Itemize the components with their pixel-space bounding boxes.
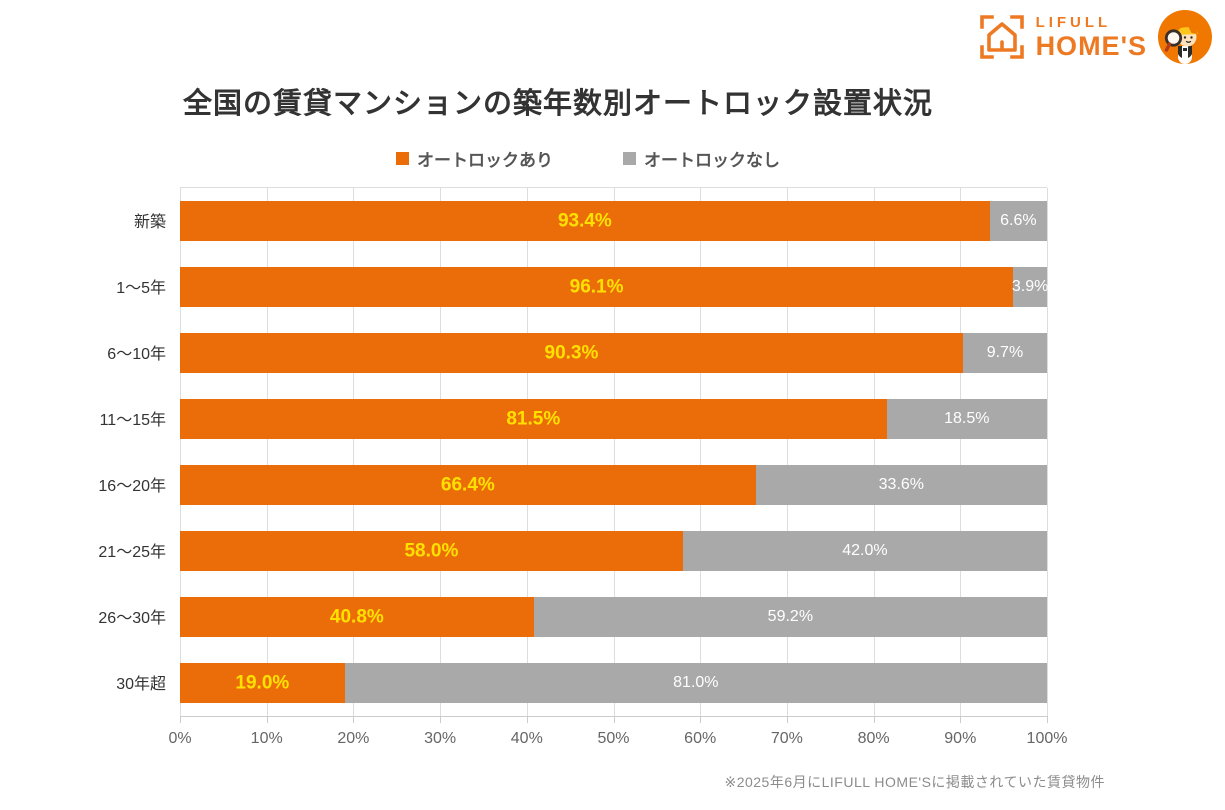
axis-tick <box>613 716 615 723</box>
category-label: 16〜20年 <box>98 478 166 495</box>
bar-value-label: 66.4% <box>440 474 495 496</box>
logo-line-homes: HOME'S <box>1035 30 1147 61</box>
gridline <box>526 188 528 716</box>
category-axis: 新築 1〜5年 6〜10年 11〜15年 16〜20年 21〜25年 26〜30年 30年超 <box>0 187 166 715</box>
bar-row: 81.5% 18.5% <box>180 399 1047 439</box>
bar-value-label: 42.0% <box>842 542 888 559</box>
axis-tick <box>786 716 788 723</box>
bar-value-label: 19.0% <box>235 672 290 694</box>
axis-tick-label: 50% <box>597 730 630 747</box>
gridline <box>613 188 615 716</box>
bar-value-label: 81.5% <box>506 408 561 430</box>
page-title: 全国の賃貸マンションの築年数別オートロック設置状況 <box>183 88 934 120</box>
bar-segment-without-autolock: 18.5% <box>886 399 1047 439</box>
bar-segment-with-autolock: 58.0% <box>180 531 683 571</box>
bar-segment-with-autolock: 96.1% <box>180 267 1014 307</box>
axis-tick <box>180 716 181 723</box>
bar-row: 96.1% 3.9% <box>180 267 1049 307</box>
bar-segment-without-autolock: 3.9% <box>1011 267 1049 307</box>
gridline <box>353 188 355 716</box>
legend-swatch-without-autolock <box>623 152 636 165</box>
bar-segment-without-autolock: 9.7% <box>962 333 1047 373</box>
source-note: ※2025年6月にLIFULL HOME'Sに掲載されていた賃貸物件 <box>724 774 1105 790</box>
gridline <box>873 188 875 716</box>
bar-row: 58.0% 42.0% <box>180 531 1047 571</box>
logo-line-lifull: LIFULL <box>1035 13 1112 31</box>
axis-tick <box>526 716 528 723</box>
bar-row: 90.3% 9.7% <box>180 333 1047 373</box>
legend-item-with-autolock: オートロックあり <box>396 146 553 171</box>
bar-segment-with-autolock: 66.4% <box>180 465 756 505</box>
legend-label-with-autolock: オートロックあり <box>417 151 553 170</box>
category-label: 21〜25年 <box>98 544 166 561</box>
bar-value-label: 59.2% <box>767 608 814 625</box>
category-label: 1〜5年 <box>116 280 166 297</box>
gridline <box>266 188 268 716</box>
bar-value-label: 18.5% <box>944 410 990 427</box>
bar-segment-without-autolock: 33.6% <box>755 465 1047 505</box>
bar-chart-plot: 93.4% 6.6% 96.1% 3.9% 90.3% 9.7% 81.5% 18.5% 66.… <box>180 187 1049 717</box>
axis-tick <box>1047 716 1048 723</box>
axis-tick-label: 100% <box>1026 730 1068 747</box>
bar-value-label: 96.1% <box>569 276 624 298</box>
bar-row: 66.4% 33.6% <box>180 465 1047 505</box>
gridline <box>700 188 702 716</box>
lifull-homes-logo: LIFULL HOME'S <box>979 10 1212 64</box>
bar-row: 19.0% 81.0% <box>180 663 1047 703</box>
legend-swatch-with-autolock <box>396 152 409 165</box>
axis-tick-label: 90% <box>944 730 977 747</box>
axis-tick <box>873 716 875 723</box>
legend-item-without-autolock: オートロックなし <box>623 146 780 171</box>
axis-tick-label: 40% <box>510 730 543 747</box>
bar-segment-with-autolock: 93.4% <box>180 201 990 241</box>
bar-value-label: 58.0% <box>404 540 459 562</box>
axis-tick-label: 30% <box>424 730 457 747</box>
category-label: 6〜10年 <box>107 346 166 363</box>
category-label: 新築 <box>133 214 166 231</box>
axis-tick-label: 10% <box>250 730 283 747</box>
category-label: 11〜15年 <box>99 412 166 429</box>
axis-tick-label: 60% <box>684 730 717 747</box>
logo-wordmark: LIFULL HOME'S <box>1036 15 1147 60</box>
bar-segment-with-autolock: 19.0% <box>180 663 345 703</box>
axis-tick-label: 20% <box>337 730 370 747</box>
gridline <box>440 188 442 716</box>
bar-segment-without-autolock: 81.0% <box>344 663 1047 703</box>
bar-value-label: 40.8% <box>329 606 384 628</box>
bar-segment-with-autolock: 90.3% <box>180 333 963 373</box>
bar-segment-with-autolock: 40.8% <box>180 597 534 637</box>
gridline <box>786 188 788 716</box>
gridline <box>180 188 181 716</box>
chart-legend: オートロックあり オートロックなし <box>183 146 993 171</box>
bar-value-label: 3.9% <box>1011 278 1049 295</box>
axis-tick-label: 80% <box>857 730 890 747</box>
house-frame-icon <box>979 15 1024 59</box>
axis-tick <box>700 716 702 723</box>
bar-value-label: 81.0% <box>673 674 719 691</box>
bar-value-label: 6.6% <box>1000 212 1037 229</box>
axis-tick <box>440 716 442 723</box>
axis-tick <box>266 716 268 723</box>
category-label: 26〜30年 <box>98 610 166 627</box>
bar-segment-without-autolock: 42.0% <box>682 531 1047 571</box>
homes-kun-mascot-icon <box>1158 10 1212 64</box>
legend-label-without-autolock: オートロックなし <box>644 151 780 170</box>
bar-value-label: 93.4% <box>557 210 612 232</box>
bar-value-label: 33.6% <box>878 476 925 493</box>
bar-value-label: 90.3% <box>544 342 599 364</box>
gridline <box>960 188 962 716</box>
axis-tick-label: 0% <box>168 730 192 747</box>
category-label: 30年超 <box>116 676 166 693</box>
axis-tick <box>353 716 355 723</box>
axis-tick <box>960 716 962 723</box>
bar-row: 93.4% 6.6% <box>180 201 1047 241</box>
bar-row: 40.8% 59.2% <box>180 597 1047 637</box>
bar-segment-without-autolock: 59.2% <box>533 597 1047 637</box>
bar-segment-with-autolock: 81.5% <box>180 399 887 439</box>
gridline <box>1047 188 1048 716</box>
bar-segment-without-autolock: 6.6% <box>989 201 1047 241</box>
bar-value-label: 9.7% <box>986 344 1024 361</box>
axis-tick-label: 70% <box>770 730 803 747</box>
